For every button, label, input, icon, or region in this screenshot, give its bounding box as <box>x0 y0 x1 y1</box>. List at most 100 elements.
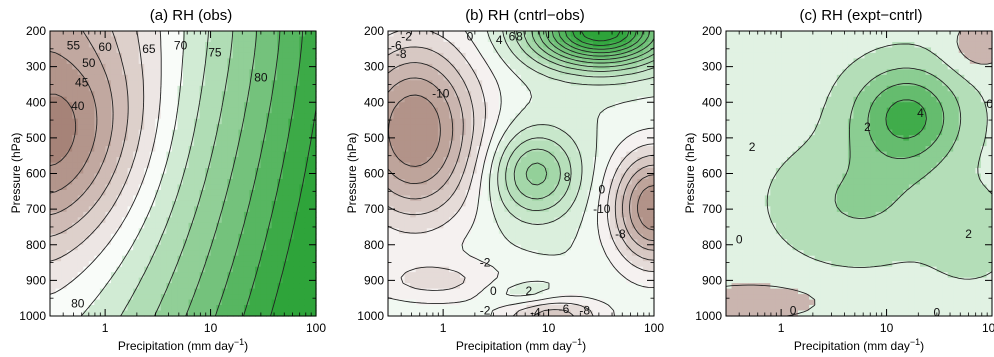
field-cell <box>559 107 566 114</box>
field-cell <box>615 85 622 92</box>
field-cell <box>421 239 428 246</box>
field-cell <box>171 206 179 213</box>
field-cell <box>271 233 278 240</box>
field-cell <box>183 299 190 306</box>
field-cell <box>426 113 433 120</box>
field-cell <box>432 157 439 164</box>
field-cell <box>615 157 622 164</box>
field-cell <box>432 74 439 81</box>
field-cell <box>609 58 616 65</box>
field-cell <box>88 168 95 175</box>
field-cell <box>532 184 539 191</box>
field-cell <box>127 47 134 54</box>
field-cell <box>83 47 90 54</box>
field-cell <box>216 195 223 202</box>
field-cell <box>277 233 284 240</box>
field-cell <box>105 299 112 306</box>
field-cell <box>465 96 472 103</box>
field-cell <box>210 157 217 164</box>
field-cell <box>50 157 57 164</box>
field-cell <box>194 52 201 59</box>
field-cell <box>66 310 73 317</box>
y-tick-label: 300 <box>26 60 46 74</box>
field-cell <box>83 52 90 59</box>
field-cell <box>509 41 517 49</box>
field-cell <box>554 200 561 207</box>
field-cell <box>149 102 156 109</box>
field-cell <box>460 151 467 158</box>
field-cell <box>504 135 511 142</box>
field-cell <box>426 63 433 70</box>
field-cell <box>271 140 278 147</box>
field-cell <box>243 47 251 54</box>
field-cell <box>155 157 162 164</box>
field-cell <box>160 107 167 114</box>
field-cell <box>127 299 134 306</box>
field-cell <box>437 124 445 131</box>
field-cell <box>388 255 395 262</box>
field-cell <box>609 272 616 279</box>
field-cell <box>593 261 600 268</box>
field-cell <box>388 102 395 109</box>
field-cell <box>554 211 561 218</box>
field-cell <box>133 255 140 262</box>
field-cell <box>504 189 511 197</box>
field-cell <box>183 85 190 92</box>
field-cell <box>532 124 539 131</box>
field-cell <box>410 178 417 186</box>
field-cell <box>493 233 500 240</box>
field-cell <box>587 211 594 218</box>
field-cell <box>55 58 62 65</box>
field-cell <box>144 250 151 257</box>
field-cell <box>255 69 262 76</box>
field-cell <box>255 299 262 306</box>
field-cell <box>399 233 406 240</box>
field-cell <box>105 266 112 273</box>
field-cell <box>149 261 156 268</box>
field-cell <box>626 146 633 153</box>
field-cell <box>404 140 411 147</box>
field-cell <box>238 239 245 246</box>
field-cell <box>94 31 101 38</box>
field-cell <box>110 261 118 268</box>
field-cell <box>426 151 433 158</box>
field-cell <box>637 168 644 175</box>
field-cell <box>648 113 655 120</box>
field-cell <box>155 272 162 279</box>
field-cell <box>122 233 129 240</box>
field-cell <box>77 283 84 290</box>
field-cell <box>415 69 422 76</box>
field-cell <box>210 266 217 273</box>
field-cell <box>399 250 406 257</box>
field-cell <box>404 157 411 164</box>
field-cell <box>183 294 190 301</box>
field-cell <box>194 288 201 295</box>
field-cell <box>593 96 600 103</box>
field-cell <box>581 91 589 98</box>
field-cell <box>293 140 300 147</box>
field-cell <box>410 283 417 290</box>
panel-a-contours <box>49 30 317 317</box>
field-cell <box>581 102 589 109</box>
field-cell <box>393 195 400 202</box>
field-cell <box>609 124 616 131</box>
field-cell <box>565 272 572 279</box>
field-cell <box>421 80 428 87</box>
field-cell <box>482 162 489 169</box>
field-cell <box>576 189 583 197</box>
field-cell <box>188 272 195 279</box>
field-cell <box>598 74 605 81</box>
field-cell <box>498 261 505 268</box>
field-cell <box>443 261 450 268</box>
field-cell <box>260 195 267 202</box>
field-cell <box>216 151 223 158</box>
field-cell <box>138 157 145 164</box>
field-cell <box>310 151 317 158</box>
field-cell <box>415 80 422 87</box>
field-cell <box>260 146 267 153</box>
field-cell <box>293 124 300 131</box>
field-cell <box>532 118 539 125</box>
field-cell <box>199 299 206 306</box>
field-cell <box>238 294 245 301</box>
field-cell <box>171 74 179 81</box>
